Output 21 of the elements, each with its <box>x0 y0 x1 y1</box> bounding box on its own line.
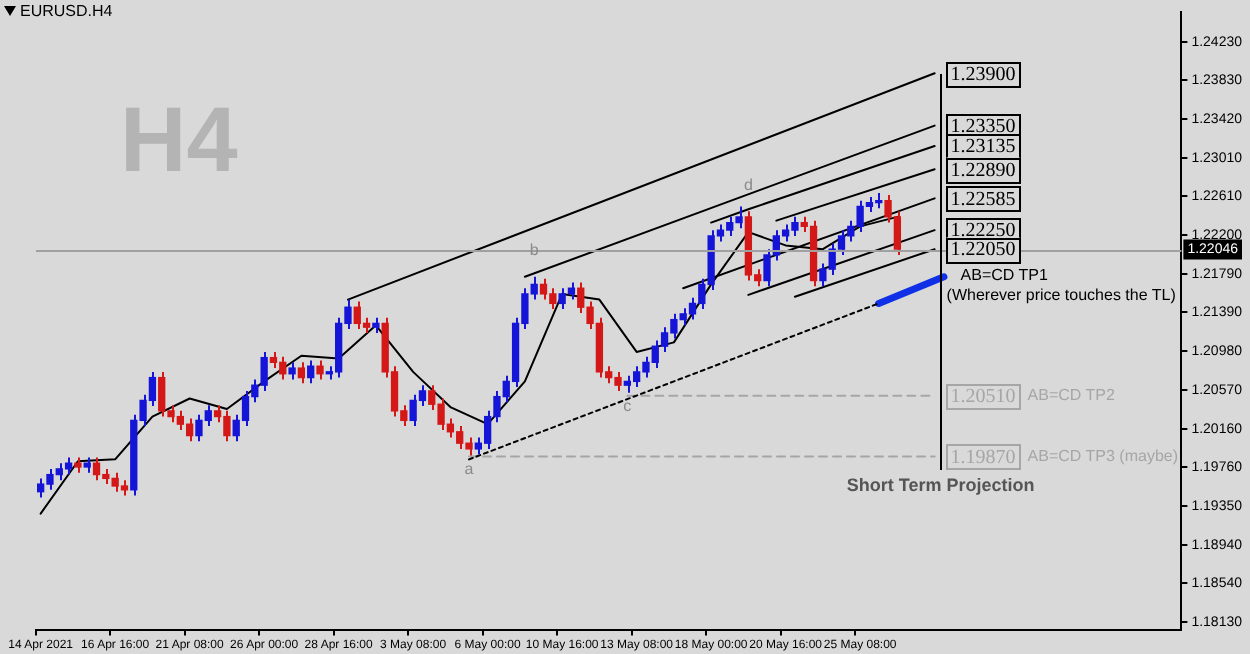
candlestick <box>539 277 548 301</box>
annotation: 1.22890 <box>950 159 1016 182</box>
candlestick <box>297 361 306 385</box>
text: d <box>743 175 753 194</box>
candlestick <box>307 359 315 385</box>
annotation: 1.22250 <box>950 220 1016 243</box>
annotation: 1.22050 <box>950 239 1016 262</box>
annotation: AB=CD TP1 <box>960 265 1050 284</box>
annotation: (Wherever price touches the TL) <box>946 285 1177 304</box>
candlestick <box>316 359 324 381</box>
text: a <box>464 459 474 478</box>
annotation: 1.22585 <box>950 188 1016 211</box>
text: b <box>529 241 539 260</box>
candlestick <box>241 389 250 428</box>
annotation: 1.23350 <box>950 115 1016 138</box>
candlestick <box>185 417 194 443</box>
annotation: Short Term Projection <box>846 475 1035 496</box>
annotation: 1.23900 <box>950 63 1016 86</box>
annotation: 1.23135 <box>950 136 1016 159</box>
chart-title: EURUSD.H4 <box>20 2 114 21</box>
text: c <box>623 397 632 416</box>
